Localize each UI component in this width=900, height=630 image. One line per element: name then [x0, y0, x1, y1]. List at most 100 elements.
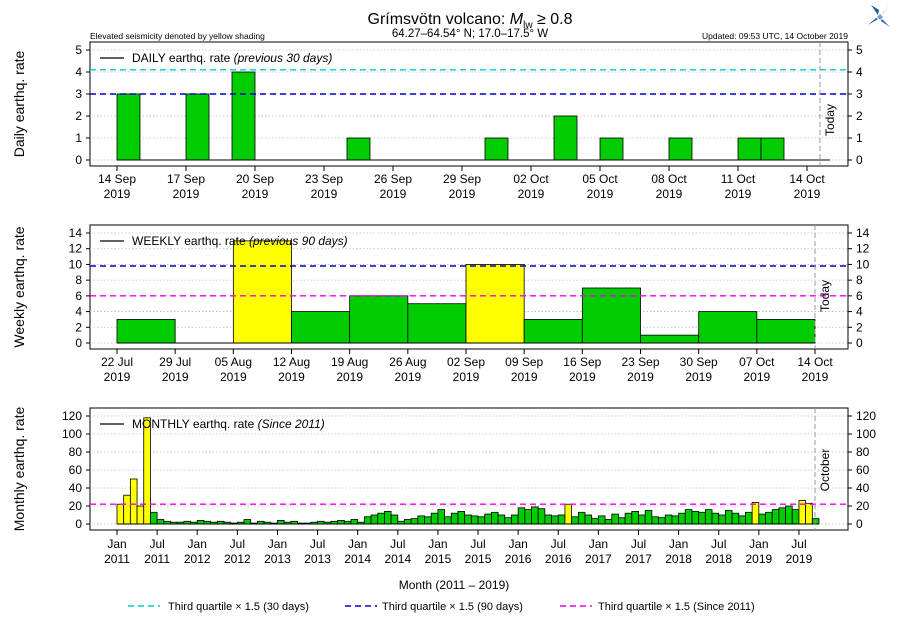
monthly-bar: [725, 510, 733, 525]
monthly-bar: [758, 513, 766, 525]
weekly-xtick-label: 22 Jul 2019: [101, 355, 133, 384]
legend-label-q90: Third quartile × 1.5 (90 days): [382, 601, 523, 613]
weekly-bar: [756, 319, 816, 344]
weekly-xtick-label: 14 Oct 2019: [797, 355, 833, 384]
monthly-bar: [517, 507, 526, 525]
weekly-bar: [640, 334, 700, 344]
daily-legend-label: DAILY earthq. rate (previous 30 days): [132, 51, 332, 65]
weekly-legend-label-main: WEEKLY earthq. rate: [132, 234, 249, 248]
monthly-bar: [444, 516, 452, 525]
monthly-bar: [524, 509, 532, 525]
monthly-bar: [805, 502, 813, 525]
panel-monthly: 0 0 20 20 40 40 60 60 80 80 100 100 120 120 October Jan…: [11, 407, 876, 592]
monthly-bar: [123, 494, 131, 525]
daily-xtick-label: 20 Sep 2019: [236, 172, 274, 201]
monthly-bar: [490, 511, 499, 525]
daily-bar: [185, 93, 210, 161]
monthly-bar: [618, 517, 626, 525]
elevated-note: Elevated seismicity denoted by yellow sh…: [90, 31, 265, 41]
monthly-bar: [664, 514, 673, 525]
monthly-bar: [544, 514, 552, 525]
monthly-bar: [671, 515, 680, 525]
monthly-bar: [624, 512, 633, 525]
monthly-bar: [417, 515, 425, 525]
monthly-ytick-label-left: 40: [69, 481, 83, 495]
weekly-bar: [116, 319, 176, 344]
monthly-bar: [658, 517, 666, 525]
monthly-ytick-label-right: 20: [856, 499, 870, 513]
monthly-bar: [678, 512, 686, 525]
updated-timestamp: Updated: 09:53 UTC, 14 October 2019: [702, 31, 848, 41]
monthly-bar: [611, 513, 619, 525]
monthly-bar: [731, 512, 740, 525]
monthly-xtick-label: Jan 2012: [184, 537, 211, 566]
daily-ytick-label-left: 2: [75, 109, 82, 123]
daily-legend-label-qualifier: (previous 30 days): [234, 51, 333, 65]
daily-ytick-label-right: 2: [856, 109, 863, 123]
daily-xtick-label: 11 Oct 2019: [721, 172, 756, 201]
weekly-ytick-label-right: 8: [856, 273, 863, 287]
monthly-bar: [497, 514, 506, 525]
monthly-ytick-label-right: 120: [856, 409, 876, 423]
monthly-bar: [778, 507, 786, 525]
monthly-bar: [350, 519, 359, 525]
imo-logo-icon-upper-right: [882, 5, 889, 15]
daily-ytick-label-right: 5: [856, 43, 863, 57]
monthly-xtick-label: Jul 2014: [384, 537, 411, 566]
weekly-ytick-label-left: 14: [69, 226, 83, 240]
daily-ytick-label-left: 4: [75, 65, 82, 79]
monthly-bar: [143, 417, 151, 525]
monthly-xtick-label: Jul 2015: [465, 537, 492, 566]
monthly-ytick-label-left: 120: [62, 409, 82, 423]
monthly-bar: [410, 518, 419, 525]
monthly-xtick-label: Jan 2016: [505, 537, 532, 566]
imo-logo-icon: [868, 5, 890, 27]
daily-plot-frame: [89, 41, 849, 167]
monthly-ytick-label-right: 40: [856, 481, 870, 495]
weekly-xtick-label: 07 Oct 2019: [739, 355, 775, 384]
daily-xtick-label: 26 Sep 2019: [374, 172, 412, 201]
monthly-bar: [457, 510, 466, 525]
monthly-bar: [564, 503, 573, 525]
weekly-ytick-label-right: 0: [856, 336, 863, 350]
daily-ytick-label-right: 4: [856, 65, 863, 79]
daily-ytick-label-left: 3: [75, 87, 82, 101]
monthly-bar: [571, 516, 579, 525]
daily-ytick-label-right: 0: [856, 153, 863, 167]
monthly-bar: [156, 519, 165, 525]
monthly-bar: [551, 515, 559, 525]
weekly-ytick-label-left: 10: [69, 257, 83, 271]
monthly-bar: [738, 515, 746, 525]
weekly-ytick-label-right: 6: [856, 289, 863, 303]
weekly-ytick-label-left: 4: [75, 305, 82, 319]
weekly-xtick-label: 26 Aug 2019: [389, 355, 426, 384]
monthly-bar: [718, 514, 726, 525]
monthly-bar: [384, 510, 392, 525]
weekly-xtick-label: 16 Sep 2019: [563, 355, 601, 384]
weekly-bar: [291, 311, 351, 344]
monthly-plot-frame: [89, 407, 849, 531]
monthly-bar: [785, 505, 793, 525]
monthly-xtick-label: Jul 2019: [786, 537, 813, 566]
monthly-bar: [711, 512, 720, 525]
monthly-bar: [116, 503, 125, 525]
monthly-bar: [430, 512, 439, 525]
daily-legend-label-main: DAILY earthq. rate: [132, 51, 234, 65]
monthly-bar: [377, 512, 385, 525]
monthly-bar: [644, 510, 653, 525]
monthly-bar: [511, 514, 519, 525]
weekly-xtick-label: 30 Sep 2019: [680, 355, 718, 384]
monthly-bar: [811, 518, 820, 525]
daily-xtick-label: 23 Sep 2019: [305, 172, 343, 201]
imo-logo-icon-lower-right: [881, 19, 890, 27]
monthly-bar: [791, 509, 800, 525]
monthly-bar: [745, 511, 753, 525]
monthly-xlabel: Month (2011 – 2019): [399, 578, 510, 592]
monthly-bar: [765, 511, 773, 525]
daily-ytick-label-left: 5: [75, 43, 82, 57]
monthly-xtick-label: Jan 2011: [104, 537, 130, 566]
weekly-legend-label: WEEKLY earthq. rate (previous 90 days): [132, 234, 348, 248]
weekly-ytick-label-right: 12: [856, 242, 870, 256]
weekly-ytick-label-right: 14: [856, 226, 870, 240]
weekly-ytick-label-left: 2: [75, 320, 82, 334]
